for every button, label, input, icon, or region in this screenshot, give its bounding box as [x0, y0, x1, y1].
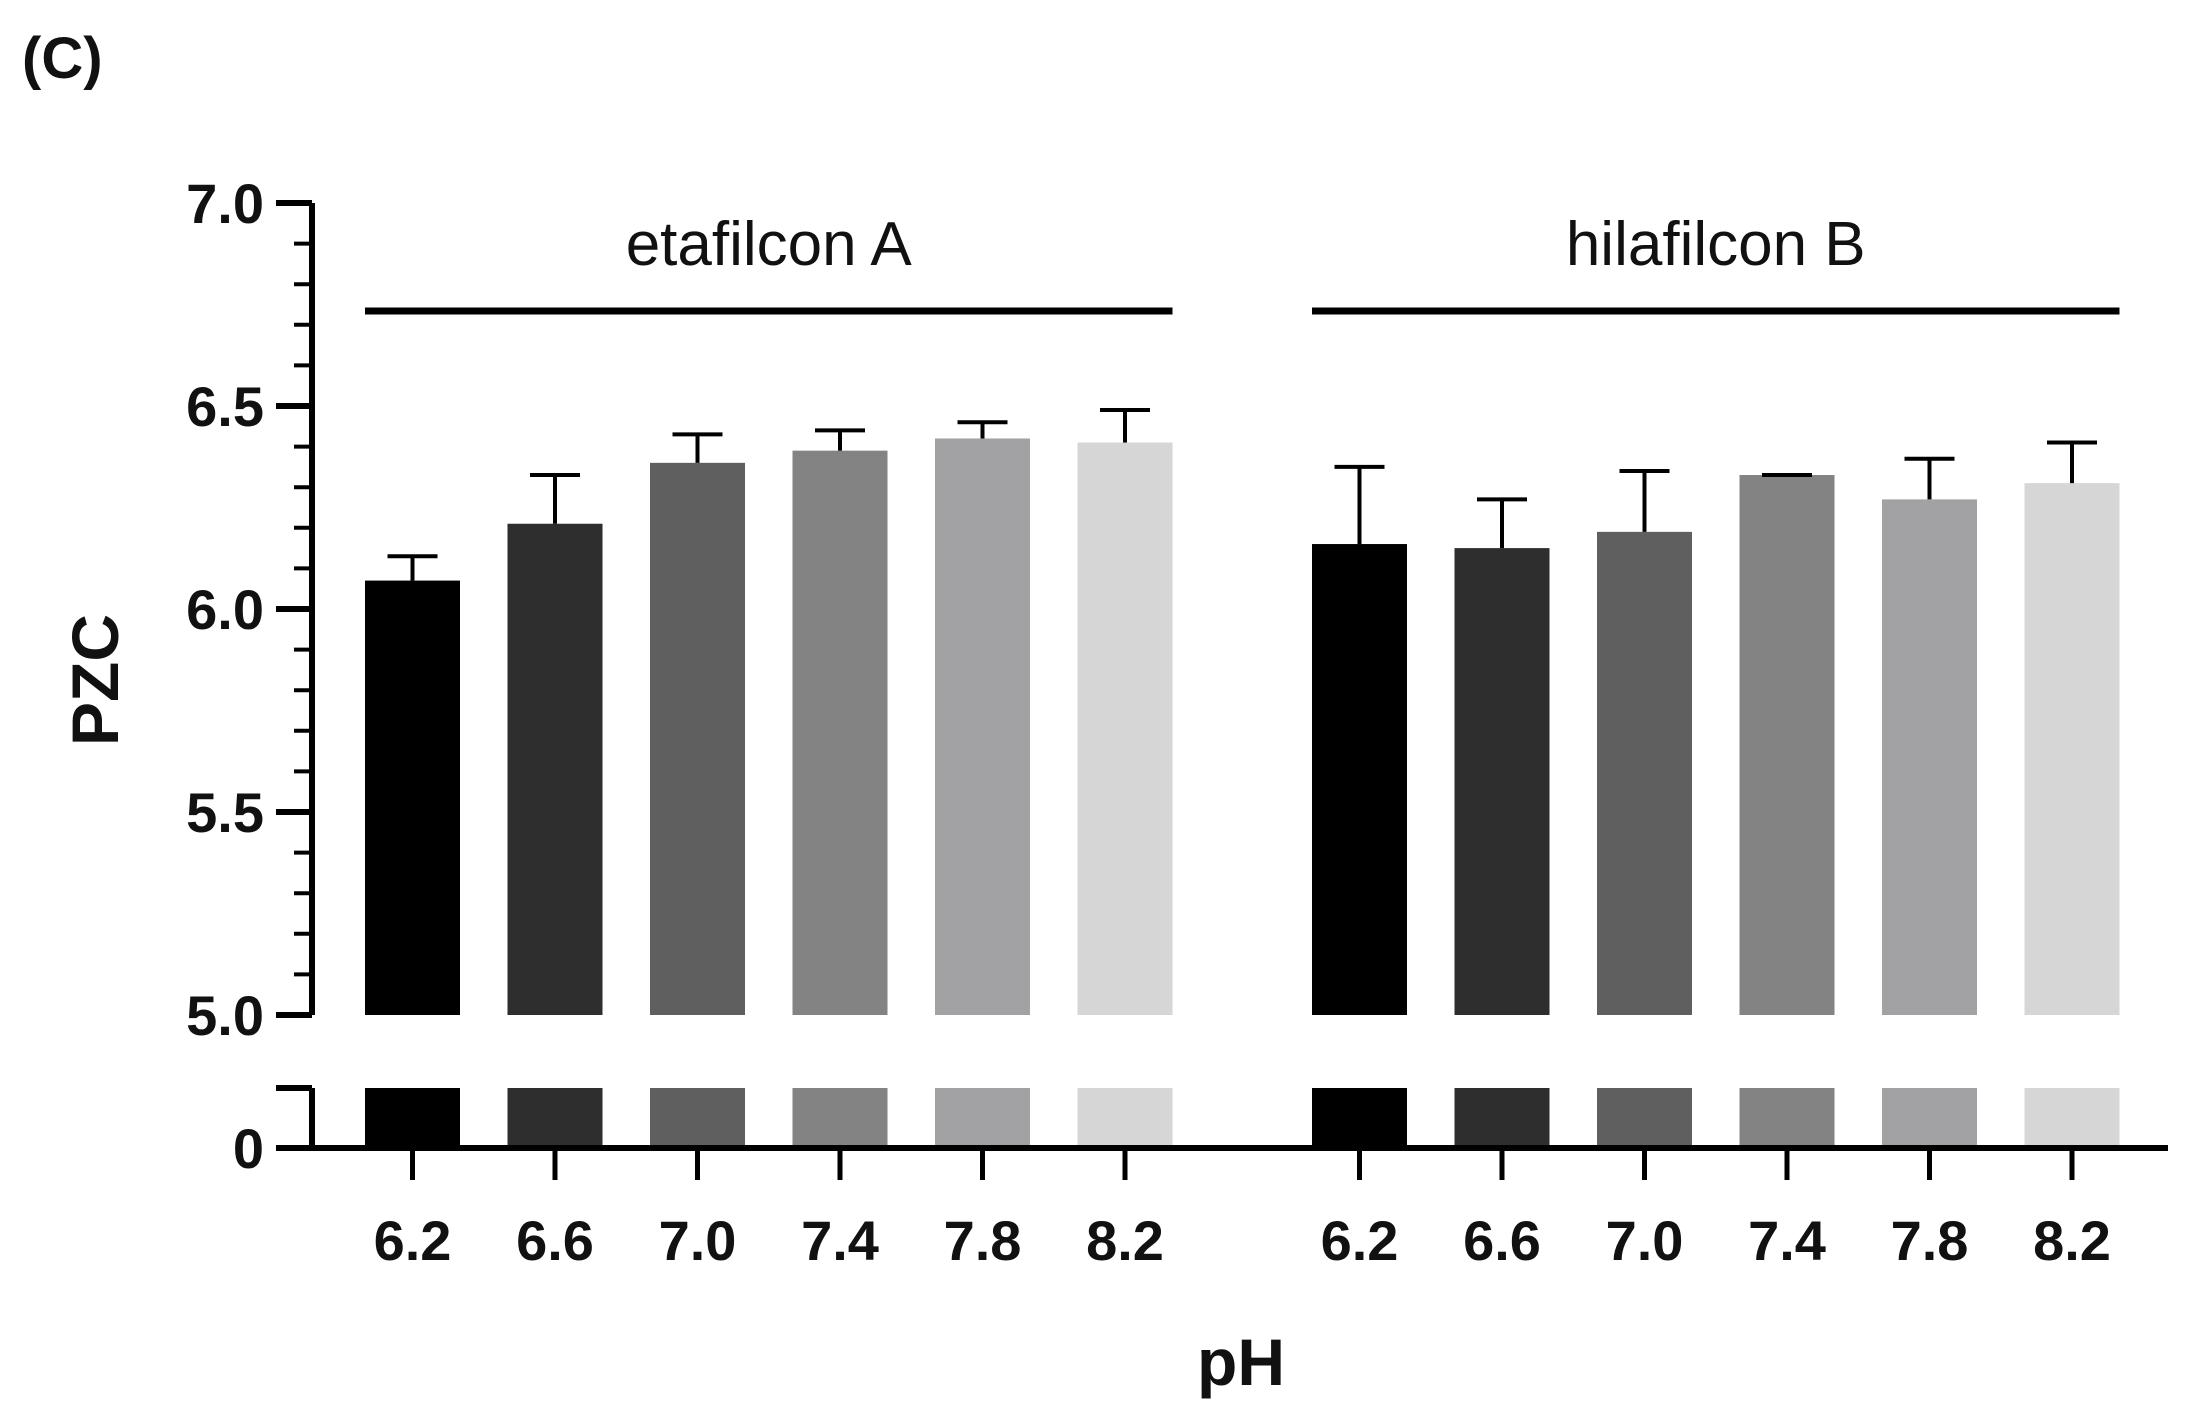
bar-lower-0-1 — [507, 1088, 603, 1148]
x-tick-label-1-3: 7.4 — [1748, 1209, 1826, 1272]
bar-1-1 — [1454, 548, 1550, 1015]
panel-label: (C) — [22, 26, 103, 91]
bar-lower-1-1 — [1454, 1088, 1550, 1148]
group-label-0: etafilcon A — [626, 210, 913, 279]
y-tick-label-3: 6.5 — [186, 375, 264, 438]
y-tick-label-zero: 0 — [233, 1117, 264, 1180]
group-label-1: hilafilcon B — [1566, 210, 1866, 279]
x-tick-label-0-1: 6.6 — [516, 1209, 594, 1272]
bar-1-3 — [1739, 475, 1835, 1015]
bar-lower-0-3 — [792, 1088, 888, 1148]
y-tick-label-2: 6.0 — [186, 578, 264, 641]
bar-0-3 — [792, 450, 888, 1015]
bar-lower-1-5 — [2024, 1088, 2120, 1148]
bar-1-5 — [2024, 483, 2120, 1015]
bar-lower-1-0 — [1312, 1088, 1407, 1148]
x-tick-label-0-3: 7.4 — [801, 1209, 879, 1272]
bar-lower-0-4 — [935, 1088, 1030, 1148]
y-tick-label-1: 5.5 — [186, 781, 264, 844]
x-tick-label-1-0: 6.2 — [1321, 1209, 1399, 1272]
bar-lower-0-0 — [365, 1088, 460, 1148]
y-tick-label-4: 7.0 — [186, 172, 264, 235]
y-axis-title: PZC — [58, 614, 132, 746]
x-tick-label-1-2: 7.0 — [1606, 1209, 1684, 1272]
bar-1-0 — [1312, 544, 1407, 1015]
bar-lower-0-2 — [650, 1088, 745, 1148]
x-tick-label-1-1: 6.6 — [1463, 1209, 1541, 1272]
y-tick-label-0: 5.0 — [186, 984, 264, 1047]
x-tick-label-0-5: 8.2 — [1086, 1209, 1164, 1272]
bar-1-2 — [1597, 531, 1692, 1015]
x-tick-label-0-4: 7.8 — [944, 1209, 1022, 1272]
x-tick-label-1-5: 8.2 — [2033, 1209, 2111, 1272]
bar-0-1 — [507, 523, 603, 1015]
bar-lower-1-3 — [1739, 1088, 1835, 1148]
x-tick-label-0-2: 7.0 — [659, 1209, 737, 1272]
bar-lower-0-5 — [1077, 1088, 1173, 1148]
x-axis-title: pH — [1197, 1325, 1285, 1399]
chart-plot-area: 6.2 6.6 7.0 7.4 7.8 8.2 etafilcon A 6.2 6.6 7.0 7.… — [58, 172, 2168, 1399]
bar-lower-1-4 — [1882, 1088, 1977, 1148]
x-tick-label-1-4: 7.8 — [1891, 1209, 1969, 1272]
bar-1-4 — [1882, 499, 1977, 1015]
bar-0-4 — [935, 438, 1030, 1016]
bar-0-2 — [650, 462, 745, 1016]
x-tick-label-0-0: 6.2 — [374, 1209, 452, 1272]
bar-0-0 — [365, 580, 460, 1015]
bar-lower-1-2 — [1597, 1088, 1692, 1148]
bar-0-5 — [1077, 442, 1173, 1015]
